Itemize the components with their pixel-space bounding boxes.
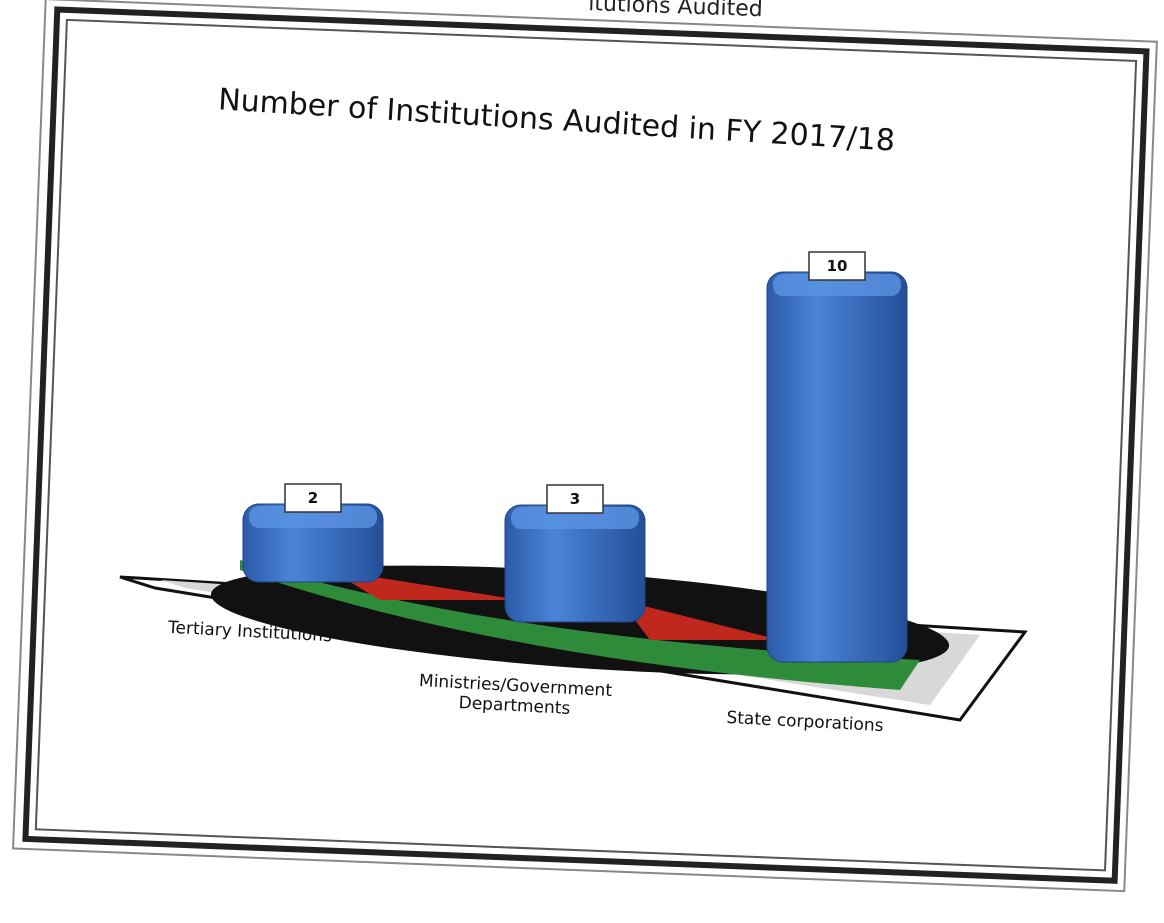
page-fragment: itutions Audited <box>588 0 763 22</box>
bar-top <box>773 274 901 296</box>
value-label: 10 <box>827 257 848 275</box>
frame <box>12 0 1158 893</box>
floor <box>119 560 1028 722</box>
bar-top <box>249 506 377 528</box>
value-label-box <box>546 484 604 514</box>
value-label: 2 <box>308 489 318 507</box>
value-label-box <box>808 251 866 281</box>
chart-title: Number of Institutions Audited in FY 201… <box>217 82 896 158</box>
bar <box>766 271 908 663</box>
value-label-box <box>284 483 342 513</box>
value-label: 3 <box>570 490 580 508</box>
bar-top <box>511 507 639 529</box>
